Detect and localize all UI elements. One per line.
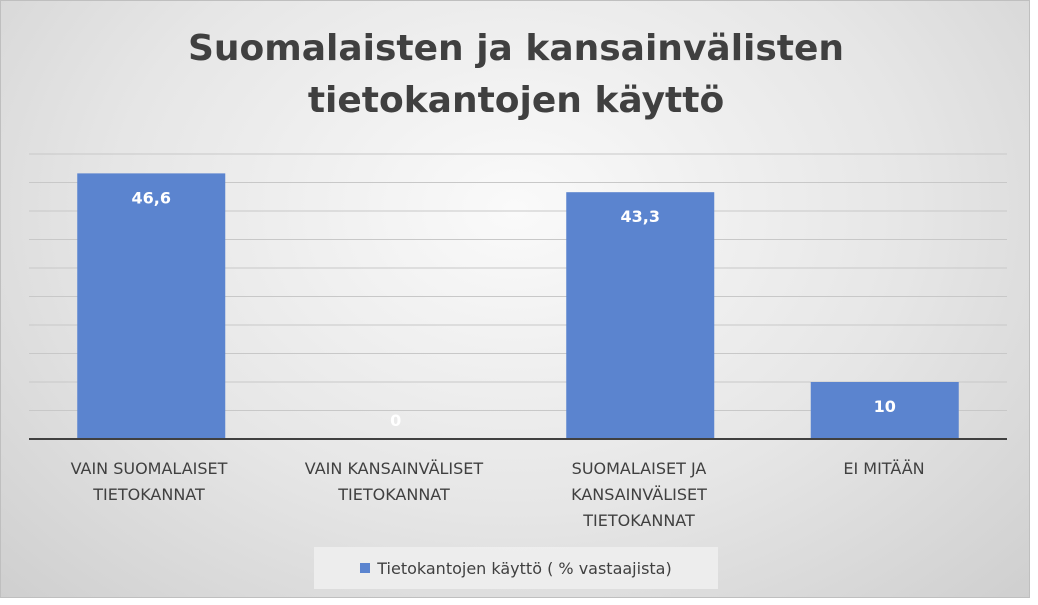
category-label-suomalaiset-ja-kansainvaliset: SUOMALAISET JA KANSAINVÄLISET TIETOKANNA… [544, 456, 734, 534]
bar-3 [566, 192, 715, 439]
category-label-line: TIETOKANNAT [93, 485, 205, 504]
category-label-line: TIETOKANNAT [583, 511, 695, 530]
category-label-line: TIETOKANNAT [338, 485, 450, 504]
category-label-vain-kansainvaliset: VAIN KANSAINVÄLISET TIETOKANNAT [299, 456, 489, 508]
category-label-ei-mitaan: EI MITÄÄN [789, 456, 979, 482]
data-label-3: 43,3 [621, 207, 660, 226]
legend-swatch [360, 563, 371, 573]
legend: Tietokantojen käyttö ( % vastaajista) [314, 547, 718, 589]
category-label-line: SUOMALAISET JA [571, 459, 707, 478]
chart-title: Suomalaisten ja kansainvälisten tietokan… [1, 23, 1029, 127]
data-label-4: 10 [874, 397, 896, 416]
data-label-1: 46,6 [132, 188, 171, 207]
plot-area: 46,6 0 43,3 10 [29, 153, 1007, 440]
data-label-2: 0 [390, 411, 401, 430]
category-label-vain-suomalaiset: VAIN SUOMALAISET TIETOKANNAT [54, 456, 244, 508]
bar-1 [77, 173, 226, 439]
category-label-line: VAIN SUOMALAISET [70, 459, 228, 478]
chart-title-line-2: tietokantojen käyttö [307, 80, 725, 121]
chart-title-line-1: Suomalaisten ja kansainvälisten [187, 28, 845, 69]
category-label-line: VAIN KANSAINVÄLISET [304, 459, 484, 478]
category-label-line: KANSAINVÄLISET [571, 485, 707, 504]
category-label-line: EI MITÄÄN [843, 459, 925, 478]
legend-label: Tietokantojen käyttö ( % vastaajista) [377, 558, 672, 578]
bar-4 [810, 382, 959, 439]
